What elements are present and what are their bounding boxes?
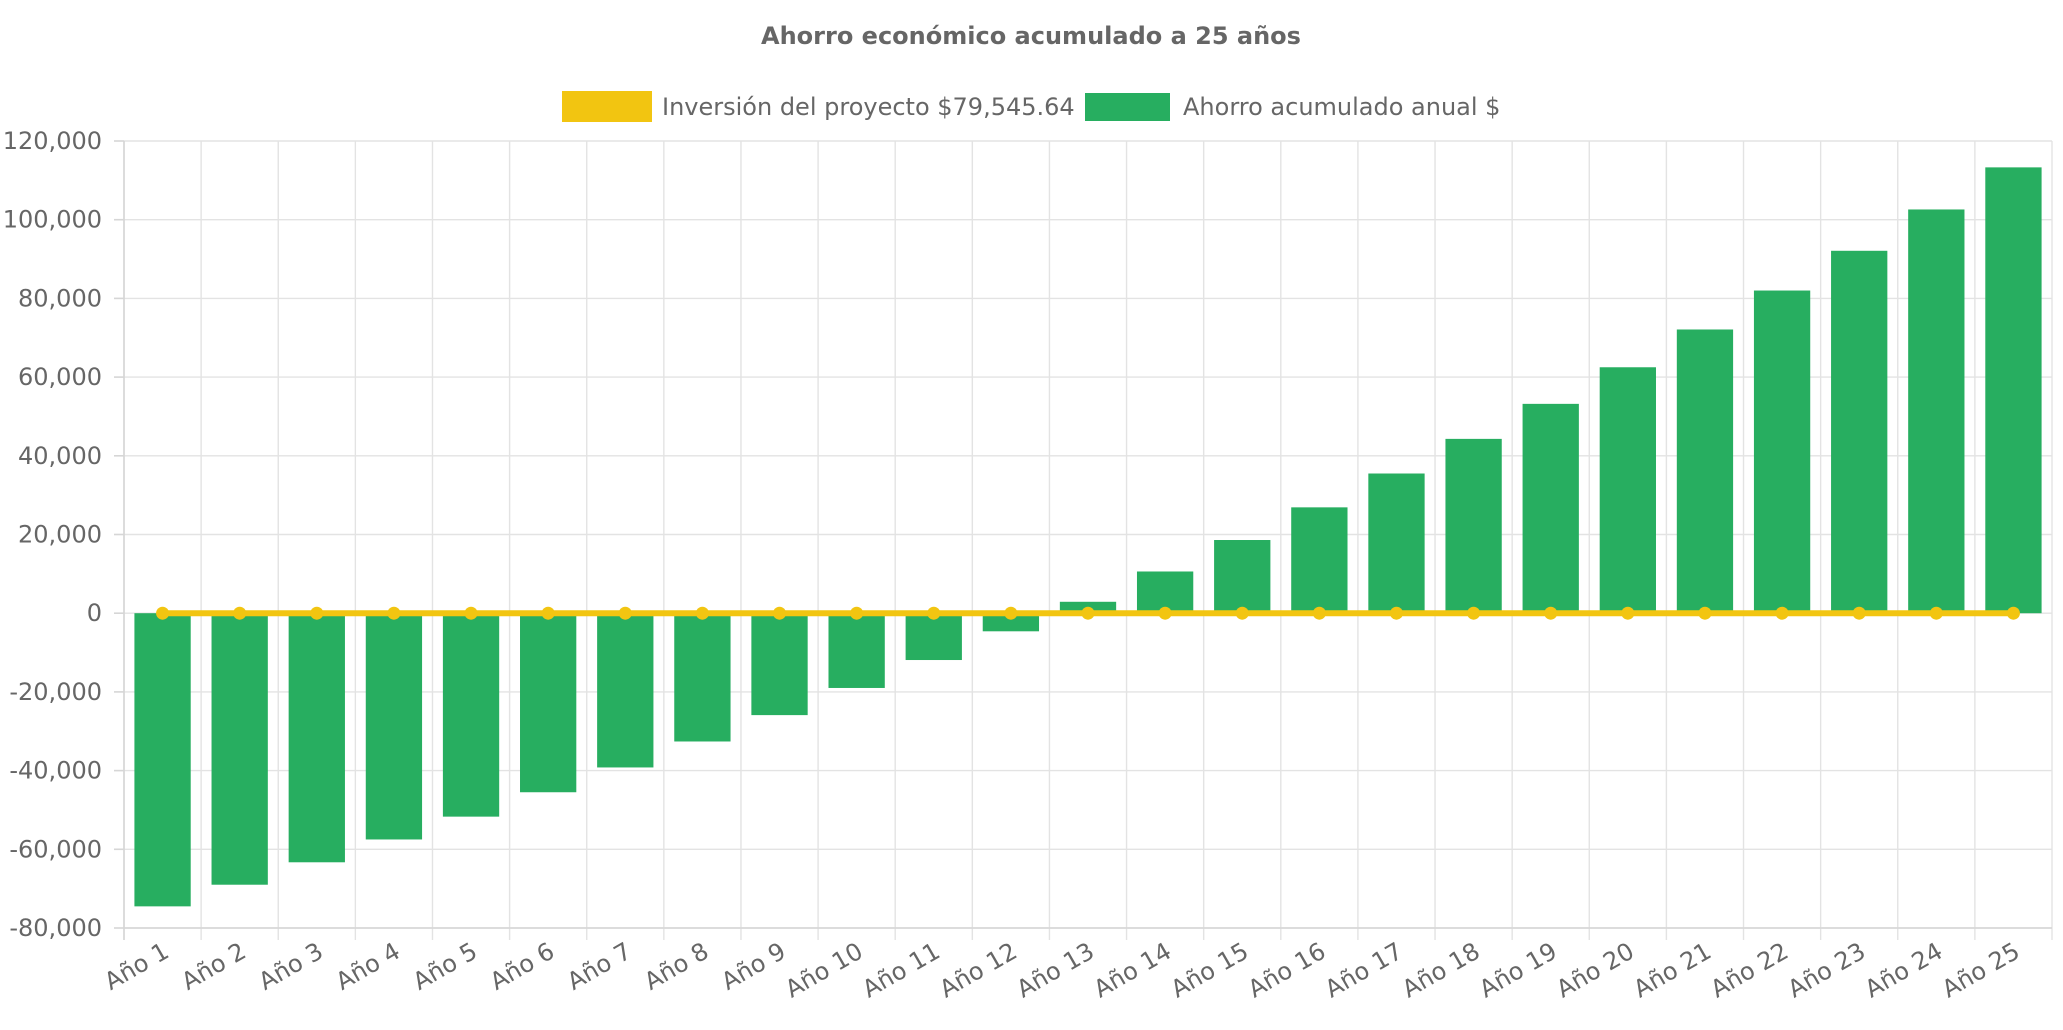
x-tick-label: Año 25 — [1937, 937, 2024, 1003]
bar-8[interactable] — [674, 613, 731, 742]
y-axis-ticks: 120,000 100,000 80,000 60,000 40,000 20,000 0 -… — [3, 127, 124, 942]
x-tick-label: Año 11 — [858, 937, 945, 1003]
x-tick-label: Año 3 — [254, 937, 328, 996]
investment-point-11[interactable] — [927, 606, 941, 620]
x-tick-label: Año 1 — [100, 937, 174, 996]
bar-15[interactable] — [1214, 540, 1271, 614]
x-tick-label: Año 7 — [562, 937, 636, 996]
x-tick-label: Año 10 — [780, 937, 867, 1003]
investment-point-3[interactable] — [310, 606, 324, 620]
chart-title: Ahorro económico acumulado a 25 años — [761, 22, 1301, 50]
investment-point-1[interactable] — [156, 606, 170, 620]
investment-point-16[interactable] — [1312, 606, 1326, 620]
bar-21[interactable] — [1676, 329, 1734, 614]
x-tick-label: Año 2 — [177, 937, 251, 996]
x-tick-label: Año 5 — [408, 937, 482, 996]
investment-point-8[interactable] — [695, 606, 709, 620]
x-tick-label: Año 17 — [1320, 937, 1407, 1003]
grid-layer — [123, 140, 2053, 940]
investment-point-22[interactable] — [1775, 606, 1789, 620]
bar-5[interactable] — [442, 613, 500, 817]
x-tick-label: Año 24 — [1860, 937, 1947, 1003]
bar-22[interactable] — [1753, 290, 1811, 614]
y-tick-label: 60,000 — [18, 363, 102, 391]
line-layer — [156, 606, 2020, 620]
investment-point-23[interactable] — [1852, 606, 1866, 620]
x-tick-label: Año 6 — [485, 937, 559, 996]
investment-point-6[interactable] — [541, 606, 555, 620]
bar-3[interactable] — [288, 613, 345, 863]
bar-1[interactable] — [134, 613, 191, 907]
investment-point-17[interactable] — [1389, 606, 1403, 620]
investment-point-15[interactable] — [1235, 606, 1249, 620]
y-tick-label: -80,000 — [9, 914, 102, 942]
x-tick-label: Año 21 — [1629, 937, 1716, 1003]
x-tick-label: Año 18 — [1397, 937, 1484, 1003]
investment-point-12[interactable] — [1004, 606, 1018, 620]
legend-label-investment[interactable]: Inversión del proyecto $79,545.64 — [662, 93, 1075, 121]
investment-point-18[interactable] — [1467, 606, 1481, 620]
x-tick-label: Año 14 — [1089, 937, 1176, 1003]
legend-label-savings[interactable]: Ahorro acumulado anual $ — [1183, 93, 1500, 121]
x-tick-label: Año 15 — [1166, 937, 1253, 1003]
legend-swatch-investment[interactable] — [562, 91, 652, 122]
investment-point-19[interactable] — [1544, 606, 1558, 620]
y-tick-label: 20,000 — [18, 521, 102, 549]
bar-23[interactable] — [1831, 250, 1888, 614]
y-tick-label: -40,000 — [9, 757, 102, 785]
y-tick-label: -60,000 — [9, 835, 102, 863]
investment-point-9[interactable] — [773, 606, 787, 620]
investment-point-4[interactable] — [387, 606, 401, 620]
bar-9[interactable] — [751, 613, 808, 716]
x-tick-label: Año 8 — [639, 937, 713, 996]
bar-7[interactable] — [597, 613, 654, 768]
investment-point-20[interactable] — [1621, 606, 1635, 620]
x-tick-label: Año 23 — [1783, 937, 1870, 1003]
x-axis-ticks: Año 1 Año 2 Año 3 Año 4 Año 5 Año 6 Año 7 Año 8… — [100, 937, 2025, 1003]
bar-25[interactable] — [1985, 167, 2042, 614]
bar-11[interactable] — [905, 613, 962, 661]
bar-18[interactable] — [1445, 438, 1502, 614]
y-tick-label: 120,000 — [3, 127, 102, 155]
bar-12[interactable] — [982, 613, 1040, 632]
investment-point-2[interactable] — [233, 606, 247, 620]
x-tick-label: Año 13 — [1012, 937, 1099, 1003]
investment-point-7[interactable] — [618, 606, 632, 620]
x-tick-label: Año 4 — [331, 937, 405, 996]
chart-legend[interactable]: Inversión del proyecto $79,545.64 Ahorro… — [562, 91, 1500, 122]
investment-point-14[interactable] — [1158, 606, 1172, 620]
bar-24[interactable] — [1908, 209, 1965, 614]
investment-point-10[interactable] — [850, 606, 864, 620]
x-tick-label: Año 22 — [1706, 937, 1793, 1003]
legend-swatch-savings[interactable] — [1085, 93, 1170, 121]
bar-20[interactable] — [1599, 367, 1656, 614]
y-tick-label: -20,000 — [9, 678, 102, 706]
x-tick-label: Año 19 — [1475, 937, 1562, 1003]
x-tick-label: Año 20 — [1552, 937, 1639, 1003]
bar-6[interactable] — [520, 613, 577, 793]
investment-point-24[interactable] — [1929, 606, 1943, 620]
bar-4[interactable] — [365, 613, 423, 840]
bar-10[interactable] — [828, 613, 885, 688]
y-tick-label: 80,000 — [18, 284, 102, 312]
investment-point-25[interactable] — [2006, 606, 2020, 620]
y-tick-label: 0 — [87, 599, 102, 627]
x-tick-label: Año 16 — [1243, 937, 1330, 1003]
x-tick-label: Año 12 — [935, 937, 1022, 1003]
bar-layer — [134, 167, 2042, 907]
investment-point-13[interactable] — [1081, 606, 1095, 620]
bar-19[interactable] — [1522, 403, 1579, 614]
investment-point-5[interactable] — [464, 606, 478, 620]
bar-2[interactable] — [211, 613, 268, 885]
y-tick-label: 40,000 — [18, 442, 102, 470]
x-tick-label: Año 9 — [717, 937, 791, 996]
investment-point-21[interactable] — [1698, 606, 1712, 620]
bar-16[interactable] — [1291, 507, 1348, 614]
bar-17[interactable] — [1368, 473, 1425, 614]
y-tick-label: 100,000 — [3, 206, 102, 234]
bar-14[interactable] — [1136, 571, 1194, 614]
